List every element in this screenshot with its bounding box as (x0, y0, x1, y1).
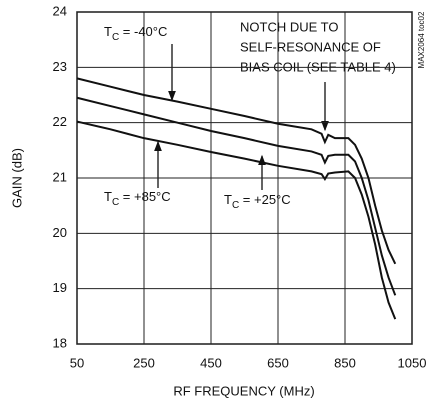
x-tick-label: 450 (200, 355, 222, 370)
watermark: MAX2064 toc02 (417, 11, 426, 68)
series-line (76, 77, 397, 265)
y-axis-label: GAIN (dB) (9, 148, 24, 208)
x-tick-label: 650 (267, 355, 289, 370)
y-tick-label: 21 (53, 169, 67, 184)
annotation-text: TC = -40°C (104, 24, 167, 42)
x-tick-label: 850 (334, 355, 356, 370)
y-tick-label: 23 (53, 59, 67, 74)
y-tick-label: 24 (53, 3, 67, 18)
annotation-text: SELF-RESONANCE OF (240, 39, 381, 54)
y-tick-label: 19 (53, 280, 67, 295)
x-axis-label: RF FREQUENCY (MHz) (173, 383, 314, 398)
annotation-text: TC = +85°C (104, 189, 171, 207)
series-line (76, 96, 397, 296)
y-tick-label: 22 (53, 114, 67, 129)
annotation-plus25: TC = +25°C (224, 192, 291, 210)
y-tick-label: 18 (53, 335, 67, 350)
annotation-plus85: TC = +85°C (104, 189, 171, 207)
x-tick-label: 250 (133, 355, 155, 370)
x-tick-label: 1050 (398, 355, 427, 370)
annotation-text: NOTCH DUE TO (240, 19, 338, 34)
x-tick-label: 50 (70, 355, 84, 370)
y-tick-label: 20 (53, 225, 67, 240)
annotation-text: TC = +25°C (224, 192, 291, 210)
series-line (76, 120, 397, 320)
annotation-minus40: TC = -40°C (104, 24, 167, 42)
